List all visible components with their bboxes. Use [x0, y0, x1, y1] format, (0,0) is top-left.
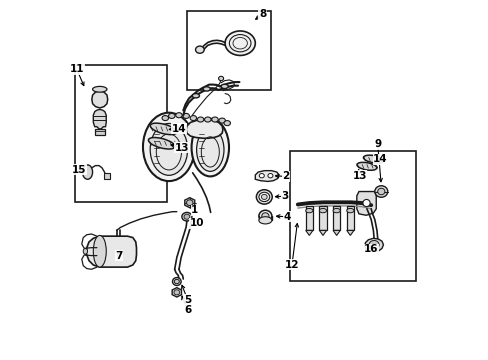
Text: 2: 2	[282, 171, 289, 181]
Polygon shape	[305, 230, 312, 235]
Bar	[346, 206, 353, 230]
Text: 7: 7	[115, 251, 122, 261]
Ellipse shape	[172, 278, 181, 285]
Ellipse shape	[142, 113, 194, 181]
Bar	[319, 206, 326, 230]
Ellipse shape	[319, 208, 326, 213]
Polygon shape	[92, 91, 107, 108]
Ellipse shape	[224, 121, 230, 126]
Ellipse shape	[211, 117, 218, 122]
Ellipse shape	[82, 165, 92, 179]
Ellipse shape	[93, 235, 106, 267]
Text: 12: 12	[284, 260, 299, 270]
Polygon shape	[346, 230, 353, 235]
Ellipse shape	[168, 113, 175, 118]
Text: 8: 8	[258, 9, 265, 19]
Text: 16: 16	[363, 244, 378, 254]
Text: 14: 14	[171, 124, 186, 134]
Ellipse shape	[362, 199, 369, 207]
Ellipse shape	[267, 174, 272, 178]
Text: 1: 1	[191, 205, 198, 215]
Ellipse shape	[175, 113, 182, 118]
Bar	[104, 173, 110, 179]
Text: 11: 11	[69, 64, 84, 74]
Ellipse shape	[221, 84, 228, 89]
Ellipse shape	[219, 118, 225, 123]
Ellipse shape	[150, 123, 176, 135]
Ellipse shape	[259, 174, 264, 178]
Polygon shape	[364, 238, 383, 251]
Ellipse shape	[196, 128, 224, 171]
Ellipse shape	[363, 155, 383, 163]
Polygon shape	[86, 236, 136, 267]
Ellipse shape	[148, 138, 175, 149]
Ellipse shape	[192, 94, 199, 98]
Bar	[332, 206, 340, 230]
Ellipse shape	[191, 119, 228, 176]
Ellipse shape	[332, 208, 340, 213]
Ellipse shape	[183, 113, 189, 118]
Bar	[305, 206, 312, 230]
Ellipse shape	[197, 117, 203, 122]
Bar	[95, 129, 104, 135]
Bar	[75, 65, 167, 202]
Text: 13: 13	[174, 143, 189, 153]
Polygon shape	[356, 192, 375, 215]
Polygon shape	[319, 230, 326, 235]
Text: 5: 5	[183, 294, 191, 305]
Ellipse shape	[374, 186, 387, 197]
Ellipse shape	[368, 240, 378, 249]
Polygon shape	[255, 171, 279, 181]
Ellipse shape	[258, 217, 271, 224]
Ellipse shape	[162, 116, 168, 121]
Ellipse shape	[190, 116, 196, 121]
Text: 14: 14	[372, 154, 387, 164]
Polygon shape	[186, 120, 223, 138]
Ellipse shape	[346, 208, 353, 213]
Ellipse shape	[224, 31, 255, 55]
Text: 10: 10	[189, 218, 204, 228]
Text: 3: 3	[281, 191, 288, 201]
Ellipse shape	[218, 76, 223, 81]
Polygon shape	[332, 230, 340, 235]
Polygon shape	[184, 198, 194, 208]
Ellipse shape	[261, 194, 266, 199]
Ellipse shape	[256, 190, 272, 204]
Text: 9: 9	[373, 139, 381, 149]
Ellipse shape	[261, 213, 268, 219]
Bar	[186, 11, 271, 90]
Ellipse shape	[195, 46, 204, 53]
Ellipse shape	[83, 248, 87, 254]
Text: 4: 4	[283, 212, 290, 222]
Text: 15: 15	[72, 165, 86, 175]
Ellipse shape	[150, 123, 187, 175]
Ellipse shape	[186, 200, 193, 206]
Ellipse shape	[203, 87, 210, 91]
Text: 6: 6	[183, 305, 191, 315]
Ellipse shape	[183, 214, 189, 219]
Ellipse shape	[377, 188, 384, 195]
Polygon shape	[93, 109, 106, 129]
Ellipse shape	[204, 117, 211, 122]
Polygon shape	[172, 288, 181, 297]
Ellipse shape	[258, 210, 271, 222]
Ellipse shape	[174, 290, 179, 295]
Ellipse shape	[305, 208, 312, 213]
Text: 13: 13	[352, 171, 366, 181]
Ellipse shape	[182, 212, 192, 221]
Ellipse shape	[92, 86, 107, 92]
Bar	[289, 151, 415, 281]
Ellipse shape	[356, 162, 376, 170]
Ellipse shape	[174, 279, 179, 284]
